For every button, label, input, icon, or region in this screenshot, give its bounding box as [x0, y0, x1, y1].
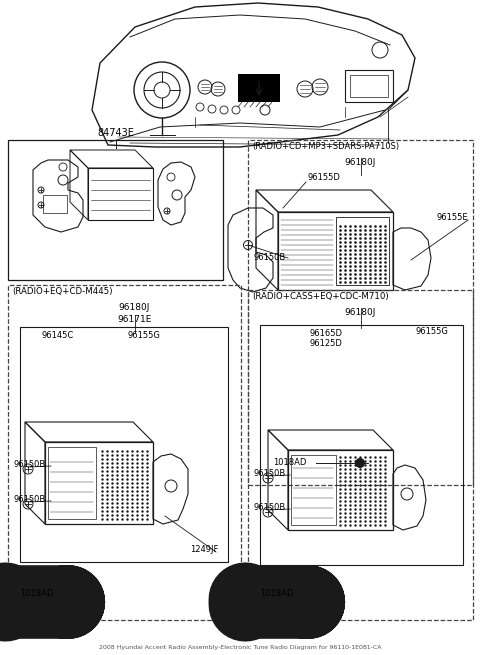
Bar [248, 140, 473, 485]
Bar [291, 455, 336, 525]
Text: (RADIO+EQ+CD-M445): (RADIO+EQ+CD-M445) [12, 287, 112, 296]
Bar [8, 140, 223, 280]
Text: 96155G: 96155G [128, 331, 161, 340]
Text: (RADIO+CASS+EQ+CDC-M710): (RADIO+CASS+EQ+CDC-M710) [252, 292, 389, 301]
Text: 1249JF: 1249JF [190, 545, 218, 554]
Text: 96150B: 96150B [253, 253, 285, 262]
Bar [336, 217, 389, 285]
Text: (RADIO+CD+MP3+SDARS-PA710S): (RADIO+CD+MP3+SDARS-PA710S) [252, 142, 399, 151]
Text: 96155D: 96155D [308, 173, 341, 182]
Text: 2008 Hyundai Accent Radio Assembly-Electronic Tune Radio Diagram for 96110-1E081: 2008 Hyundai Accent Radio Assembly-Elect… [99, 645, 381, 650]
Bar [88, 168, 153, 220]
Bar [248, 290, 473, 620]
Bar [238, 74, 280, 102]
Circle shape [335, 597, 345, 607]
Text: 1018AD: 1018AD [273, 458, 306, 467]
Bar [43, 195, 67, 213]
Bar [45, 442, 153, 524]
Text: 84743E: 84743E [97, 128, 134, 138]
Bar [8, 285, 241, 620]
Bar [278, 212, 393, 290]
Text: 1018AD: 1018AD [260, 589, 293, 598]
Text: 96165D: 96165D [310, 329, 343, 338]
Text: 96155E: 96155E [436, 213, 468, 222]
Text: 96150B: 96150B [253, 503, 285, 512]
Bar [345, 70, 393, 102]
Bar [260, 325, 463, 565]
Circle shape [355, 458, 365, 468]
Text: 96180J: 96180J [119, 303, 150, 312]
Text: 96180J: 96180J [345, 158, 376, 167]
Text: 96171E: 96171E [117, 315, 152, 324]
Text: 1018AD: 1018AD [20, 589, 53, 598]
Text: 96145C: 96145C [42, 331, 74, 340]
Circle shape [95, 597, 105, 607]
Text: 96150B: 96150B [13, 460, 45, 469]
Text: 96125D: 96125D [310, 339, 343, 348]
Text: 96150B: 96150B [13, 495, 45, 504]
Text: 96155G: 96155G [415, 327, 448, 336]
Bar [48, 447, 96, 519]
Text: 96150B: 96150B [253, 469, 285, 478]
Text: 96180J: 96180J [345, 308, 376, 317]
Bar [350, 75, 388, 97]
Bar [20, 327, 228, 562]
Bar [288, 450, 393, 530]
